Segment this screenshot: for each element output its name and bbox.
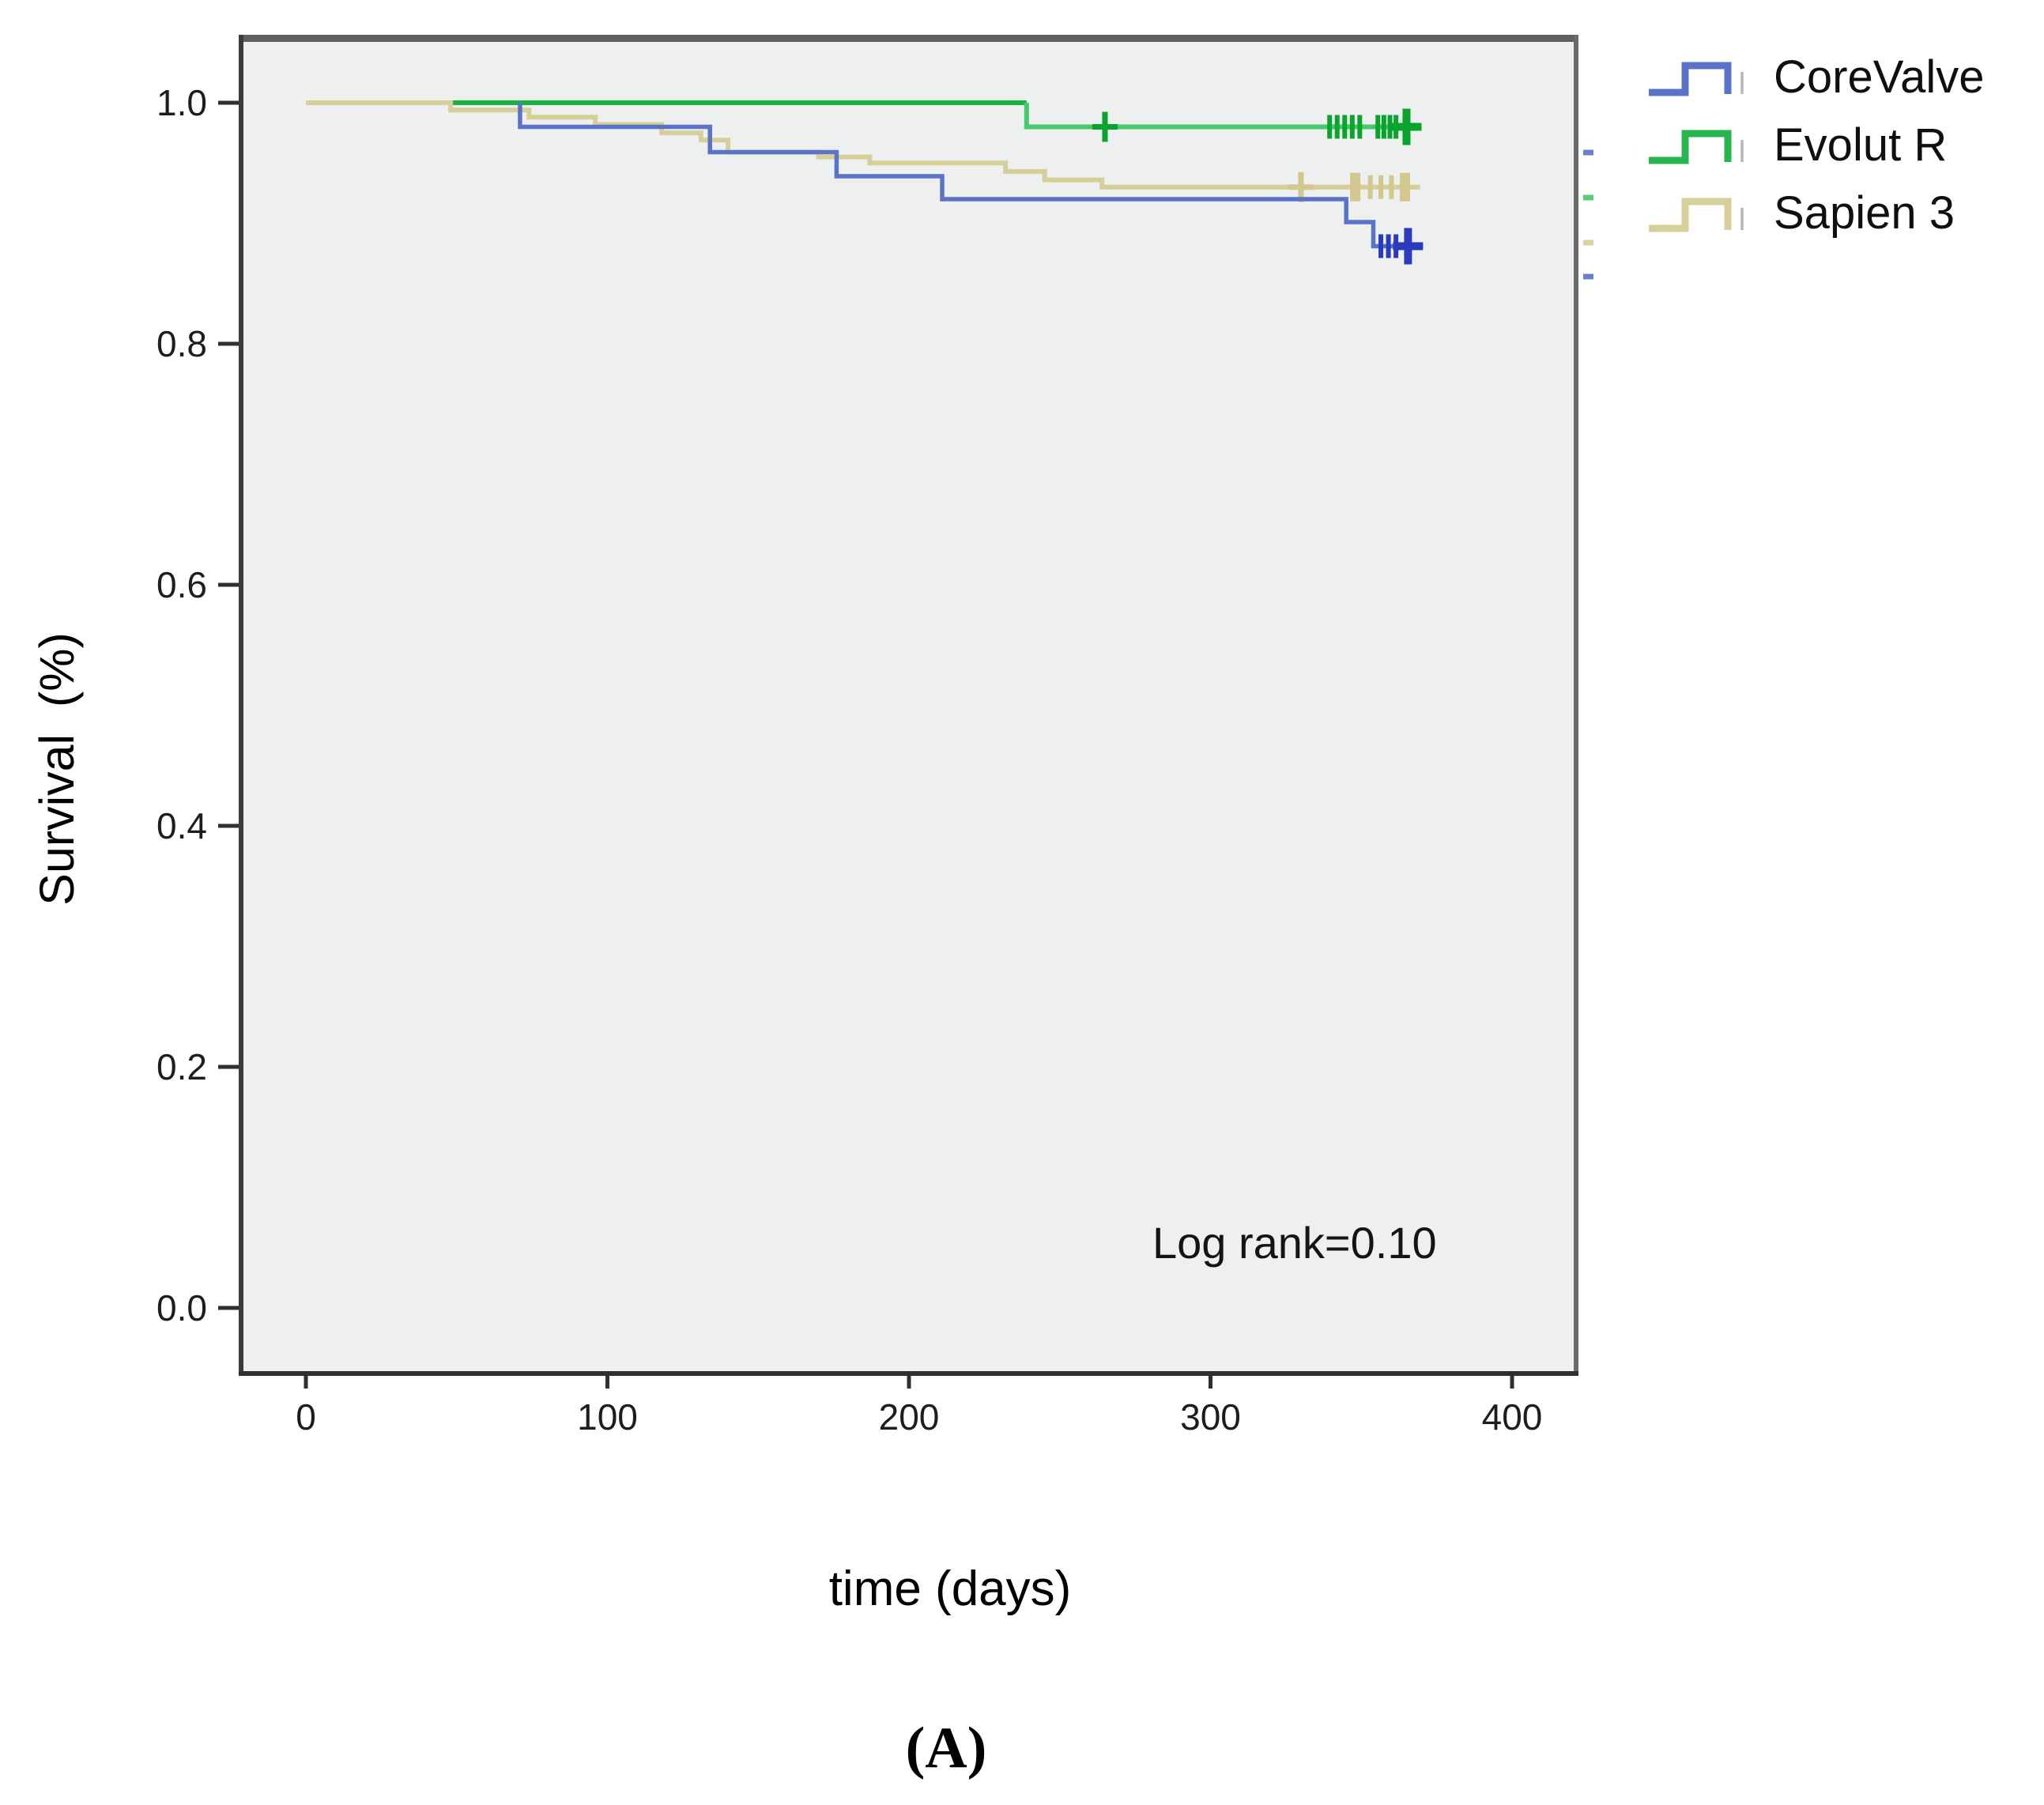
legend-item-evolut-r: Evolut R xyxy=(1646,111,1985,179)
chart-legend: CoreValve Evolut R Sapien 3 xyxy=(1646,38,1985,247)
figure-caption: (A) xyxy=(905,1716,987,1781)
legend-item-corevalve: CoreValve xyxy=(1646,43,1985,111)
y-tick-label: 0.0 xyxy=(157,1287,207,1328)
legend-item-sapien-3: Sapien 3 xyxy=(1646,179,1985,247)
survival-curve-sapien-3 xyxy=(306,100,1420,190)
y-tick-label: 0.4 xyxy=(157,805,207,846)
plot-background xyxy=(239,35,1578,1376)
y-tick-label: 0.8 xyxy=(157,323,207,364)
censor-marks-corevalve xyxy=(1378,228,1424,265)
censor-marks-sapien-3 xyxy=(1288,171,1411,202)
legend-symbol-sapien-3 xyxy=(1649,198,1744,232)
legend-step-line xyxy=(1649,198,1732,232)
legend-label-sapien-3: Sapien 3 xyxy=(1774,187,1955,239)
censor-marks-evolut-r xyxy=(1092,108,1422,145)
curve-segment xyxy=(518,103,1416,249)
frame-bottom xyxy=(239,1371,1578,1376)
x-tick-label: 100 xyxy=(577,1396,638,1438)
frame-left xyxy=(239,35,243,1376)
frame-top xyxy=(239,35,1578,42)
legend-step-line xyxy=(1649,62,1732,96)
legend-label-corevalve: CoreValve xyxy=(1774,51,1985,103)
x-tick-label: 300 xyxy=(1180,1396,1241,1438)
frame-right xyxy=(1574,35,1578,1376)
y-axis-title: Survival (%) xyxy=(30,632,84,906)
x-tick-label: 400 xyxy=(1481,1396,1543,1438)
y-tick-label: 0.2 xyxy=(157,1046,207,1087)
log-rank-annotation: Log rank=0.10 xyxy=(1152,1218,1437,1268)
legend-label-evolut-r: Evolut R xyxy=(1774,119,1948,171)
x-tick-label: 0 xyxy=(296,1396,316,1438)
legend-symbol-corevalve xyxy=(1649,62,1744,96)
survival-curve-corevalve xyxy=(518,103,1416,249)
y-tick-label: 0.6 xyxy=(157,564,207,605)
x-axis-title: time (days) xyxy=(828,1562,1072,1616)
legend-symbol-evolut-r xyxy=(1649,130,1744,164)
y-tick-label: 1.0 xyxy=(157,82,207,123)
x-tick-label: 200 xyxy=(878,1396,940,1438)
curve-segment xyxy=(306,100,1420,190)
legend-step-line xyxy=(1649,130,1732,164)
curve-segment xyxy=(1024,103,1419,130)
